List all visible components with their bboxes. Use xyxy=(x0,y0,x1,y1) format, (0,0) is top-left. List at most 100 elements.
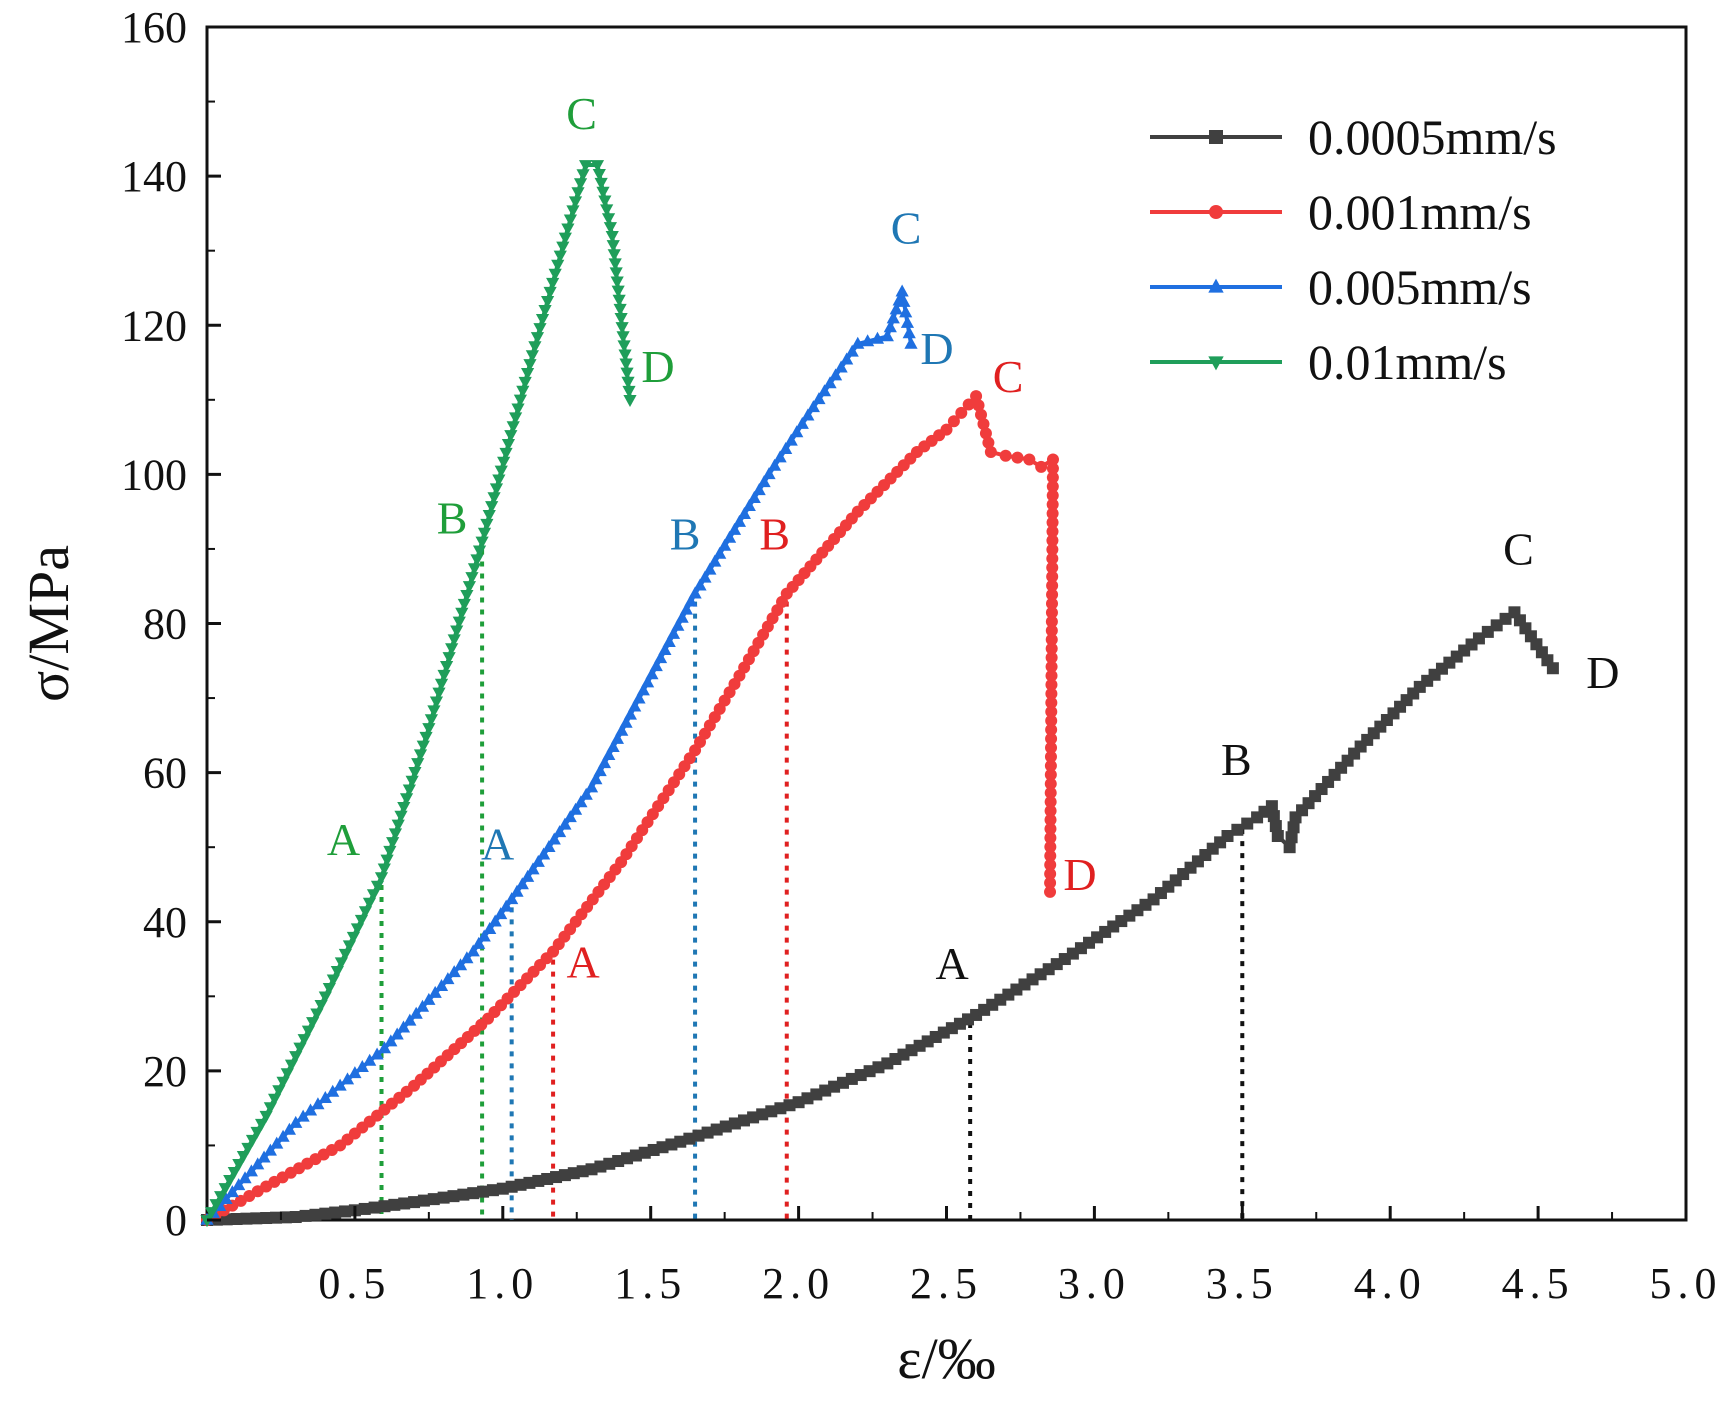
data-point xyxy=(301,1025,316,1038)
data-point xyxy=(817,384,832,397)
data-point xyxy=(432,687,446,700)
data-point xyxy=(1045,678,1058,691)
stage-label-C: C xyxy=(891,203,922,254)
data-point xyxy=(263,1143,277,1156)
data-point xyxy=(260,1212,273,1225)
data-point xyxy=(609,267,623,280)
data-point xyxy=(486,1184,499,1197)
data-point xyxy=(219,1192,233,1205)
data-point xyxy=(870,331,885,344)
data-point xyxy=(535,314,550,327)
data-point xyxy=(1046,462,1059,475)
data-point xyxy=(902,326,916,339)
data-point xyxy=(531,854,545,867)
data-point xyxy=(296,1109,310,1122)
data-point xyxy=(1283,841,1296,854)
data-point xyxy=(845,344,859,357)
data-point xyxy=(1045,687,1058,700)
data-point xyxy=(250,1212,263,1225)
data-point xyxy=(1045,669,1058,682)
data-point xyxy=(880,329,894,342)
data-point xyxy=(548,268,562,281)
legend-label: 0.0005mm/s xyxy=(1308,109,1557,165)
data-point xyxy=(886,311,900,324)
data-point xyxy=(579,787,593,800)
data-point xyxy=(293,1042,307,1055)
data-point xyxy=(333,1078,347,1091)
data-point xyxy=(477,929,491,942)
data-point xyxy=(611,285,625,298)
data-point xyxy=(1046,453,1059,466)
data-point xyxy=(615,723,629,736)
data-point xyxy=(509,412,523,425)
data-point xyxy=(1046,561,1059,574)
data-point xyxy=(394,810,408,823)
data-point xyxy=(289,1115,303,1128)
data-point xyxy=(662,634,676,647)
data-point xyxy=(477,527,492,540)
data-point xyxy=(525,350,539,363)
data-point xyxy=(773,450,787,463)
data-point xyxy=(693,578,707,591)
data-point xyxy=(1045,633,1058,646)
data-point xyxy=(523,359,537,372)
data-point xyxy=(413,749,428,762)
data-point xyxy=(528,341,542,354)
data-point xyxy=(391,819,405,832)
data-point xyxy=(970,390,983,403)
data-point xyxy=(1044,840,1057,853)
data-point xyxy=(480,518,494,531)
data-point xyxy=(713,546,727,559)
data-point xyxy=(398,1197,411,1210)
data-point xyxy=(506,421,520,434)
data-point xyxy=(422,992,436,1005)
data-point xyxy=(411,758,425,771)
data-point xyxy=(230,1213,243,1226)
data-point xyxy=(501,439,516,452)
data-point xyxy=(679,602,694,615)
data-point xyxy=(1046,525,1059,538)
data-point xyxy=(618,349,632,362)
data-point xyxy=(1046,507,1059,520)
data-point xyxy=(1046,516,1059,529)
data-point xyxy=(558,232,572,245)
data-point xyxy=(1045,705,1058,718)
data-point xyxy=(370,1047,384,1060)
stage-label-B: B xyxy=(759,509,790,560)
data-point xyxy=(1221,830,1234,843)
legend-label: 0.005mm/s xyxy=(1308,259,1532,315)
data-point xyxy=(408,1196,421,1209)
y-axis-title: σ/MPa xyxy=(16,545,81,702)
data-point xyxy=(380,854,394,867)
series-line xyxy=(206,610,1555,1222)
data-point xyxy=(297,1034,311,1047)
data-point xyxy=(602,748,616,761)
data-point xyxy=(494,907,508,920)
data-point xyxy=(623,395,637,408)
data-point xyxy=(984,446,997,459)
data-point xyxy=(1269,820,1282,833)
data-point xyxy=(1267,810,1280,823)
data-point xyxy=(238,1171,252,1184)
stage-label-C: C xyxy=(993,351,1024,402)
data-point xyxy=(972,399,985,412)
data-point xyxy=(460,589,474,602)
data-point xyxy=(579,160,593,173)
data-point xyxy=(561,223,575,236)
data-point xyxy=(574,795,588,808)
data-point xyxy=(1045,642,1058,655)
data-point xyxy=(622,385,636,398)
data-point xyxy=(378,1200,391,1213)
data-point xyxy=(319,1207,332,1220)
stage-label-B: B xyxy=(437,492,468,543)
data-point xyxy=(790,425,804,438)
data-point xyxy=(612,294,626,307)
data-point xyxy=(563,810,577,823)
data-point xyxy=(861,334,875,347)
data-point xyxy=(259,1110,273,1123)
data-point xyxy=(596,186,610,199)
data-point xyxy=(390,1027,404,1040)
y-tick-label: 60 xyxy=(143,749,187,798)
data-point xyxy=(1045,615,1058,628)
data-point xyxy=(889,302,903,315)
